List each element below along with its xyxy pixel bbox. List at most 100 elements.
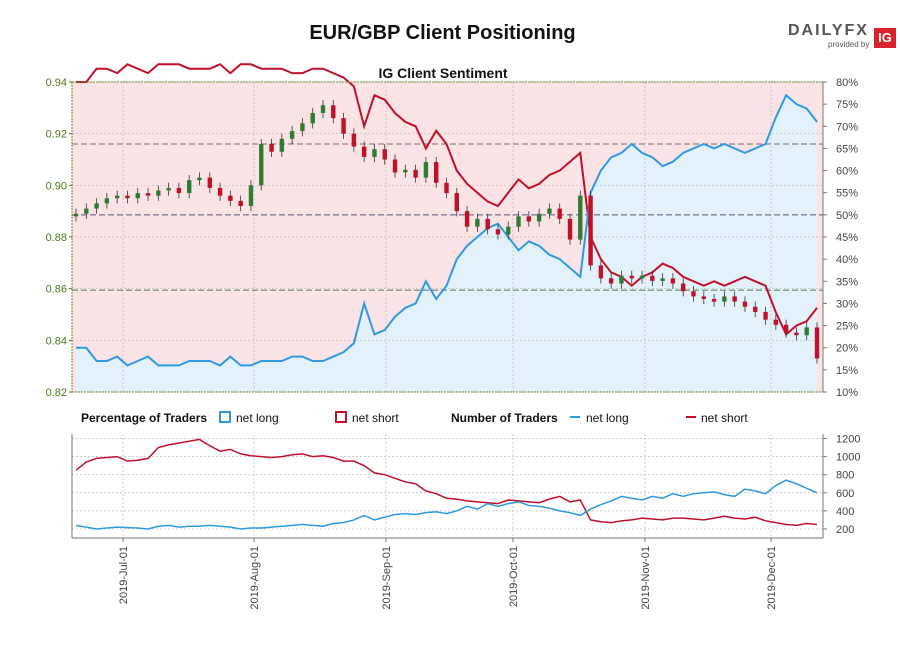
trader-tick-label: 1000	[836, 452, 860, 464]
candle-body	[742, 301, 748, 307]
candle-body	[660, 278, 665, 281]
candle-body	[104, 198, 110, 204]
candle-body	[125, 195, 130, 199]
trader-tick-label: 400	[836, 506, 854, 518]
legend-num-short-label: net short	[701, 411, 748, 425]
trader-tick-label: 200	[836, 524, 854, 536]
legend-pct-short-swatch	[335, 411, 347, 423]
traders-long-line	[75, 479, 818, 530]
candle-body	[372, 149, 377, 157]
x-tick-label: 2019-Jul-01	[118, 546, 130, 604]
candle-body	[248, 185, 254, 206]
candle-body	[197, 177, 202, 181]
y2-tick-label: 65%	[836, 143, 858, 155]
candle-body	[773, 319, 779, 325]
candle-body	[629, 275, 634, 279]
y2-tick-label: 45%	[836, 232, 858, 244]
candle-body	[351, 133, 357, 147]
candle-body	[588, 195, 593, 266]
candle-body	[320, 105, 326, 113]
x-tick-label: 2019-Oct-01	[508, 546, 520, 607]
brand-name: DAILYFX	[788, 22, 869, 39]
candle-body	[228, 195, 233, 201]
candle-body	[269, 144, 274, 152]
candle-body	[217, 187, 223, 196]
candle-body	[94, 203, 99, 209]
y-tick-label: 0.94	[46, 77, 67, 89]
candle-body	[536, 213, 542, 222]
pct-short-line	[76, 63, 818, 337]
candle-body	[608, 278, 614, 284]
candle-body	[639, 275, 645, 279]
legend-num-title: Number of Traders	[451, 411, 558, 425]
y2-tick-label: 40%	[836, 254, 858, 266]
candle-body	[681, 283, 686, 292]
brand-tagline: provided by	[828, 40, 870, 49]
candle-body	[567, 218, 573, 240]
candle-body	[166, 187, 171, 191]
y2-tick-label: 20%	[836, 343, 858, 355]
brand-logo: DAILYFX provided by IG	[788, 22, 898, 50]
traders-short-line	[75, 438, 818, 527]
brand-badge: IG	[874, 28, 896, 48]
candle-body	[691, 291, 696, 297]
candle-body	[732, 296, 737, 302]
y2-tick-label: 75%	[836, 99, 858, 111]
candle-body	[403, 169, 408, 173]
y2-tick-label: 30%	[836, 298, 858, 310]
candle-body	[506, 226, 511, 235]
candle-body	[722, 296, 727, 302]
candle-body	[434, 162, 439, 183]
y2-tick-label: 50%	[836, 210, 858, 222]
x-tick-label: 2019-Dec-01	[766, 546, 778, 610]
y-tick-label: 0.92	[46, 129, 67, 141]
candle-body	[73, 213, 79, 217]
long-region	[76, 95, 817, 393]
x-axis-labels: 2019-Jul-01 2019-Aug-01 2019-Sep-01 2019-Oc…	[118, 538, 778, 610]
legend: Percentage of Traders net long net short…	[81, 411, 748, 425]
candle-body	[238, 200, 243, 206]
candle-body	[475, 218, 480, 227]
candle-body	[145, 193, 151, 196]
candle-body	[794, 332, 799, 336]
candle-body	[300, 123, 305, 132]
candle-body	[516, 216, 521, 227]
candle-body	[423, 162, 429, 178]
x-tick-label: 2019-Nov-01	[640, 546, 652, 610]
y2-tick-label: 70%	[836, 121, 858, 133]
candle-body	[331, 105, 336, 119]
candle-body	[341, 118, 346, 134]
candle-body	[279, 138, 285, 152]
x-tick-label: 2019-Sep-01	[381, 546, 393, 610]
candle-body	[783, 324, 789, 333]
candle-body	[392, 159, 398, 173]
y2-tick-label: 25%	[836, 321, 858, 333]
candle-body	[547, 208, 552, 214]
candle-body	[598, 265, 604, 279]
candle-body	[464, 211, 470, 227]
candle-body	[413, 169, 418, 178]
candle-body	[526, 216, 532, 222]
candle-body	[444, 182, 449, 194]
candle-body	[701, 296, 706, 299]
y2-tick-label: 15%	[836, 365, 858, 377]
candle-body	[187, 180, 192, 194]
candle-body	[259, 144, 264, 186]
legend-pct-long-swatch	[219, 411, 231, 423]
y2-tick-label: 80%	[836, 77, 858, 89]
candle-body	[711, 299, 717, 302]
candle-body	[763, 311, 768, 320]
y-tick-label: 0.90	[46, 180, 67, 192]
candle-body	[619, 275, 624, 284]
candle-body	[557, 208, 562, 219]
candle-body	[495, 229, 501, 235]
candle-body	[114, 195, 120, 199]
legend-num-long-label: net long	[586, 411, 629, 425]
candle-body	[814, 327, 820, 359]
trader-tick-label: 600	[836, 488, 854, 500]
candle-body	[156, 190, 161, 196]
candle-body	[670, 278, 676, 284]
candle-body	[454, 193, 459, 212]
legend-pct-short-label: net short	[352, 411, 399, 425]
